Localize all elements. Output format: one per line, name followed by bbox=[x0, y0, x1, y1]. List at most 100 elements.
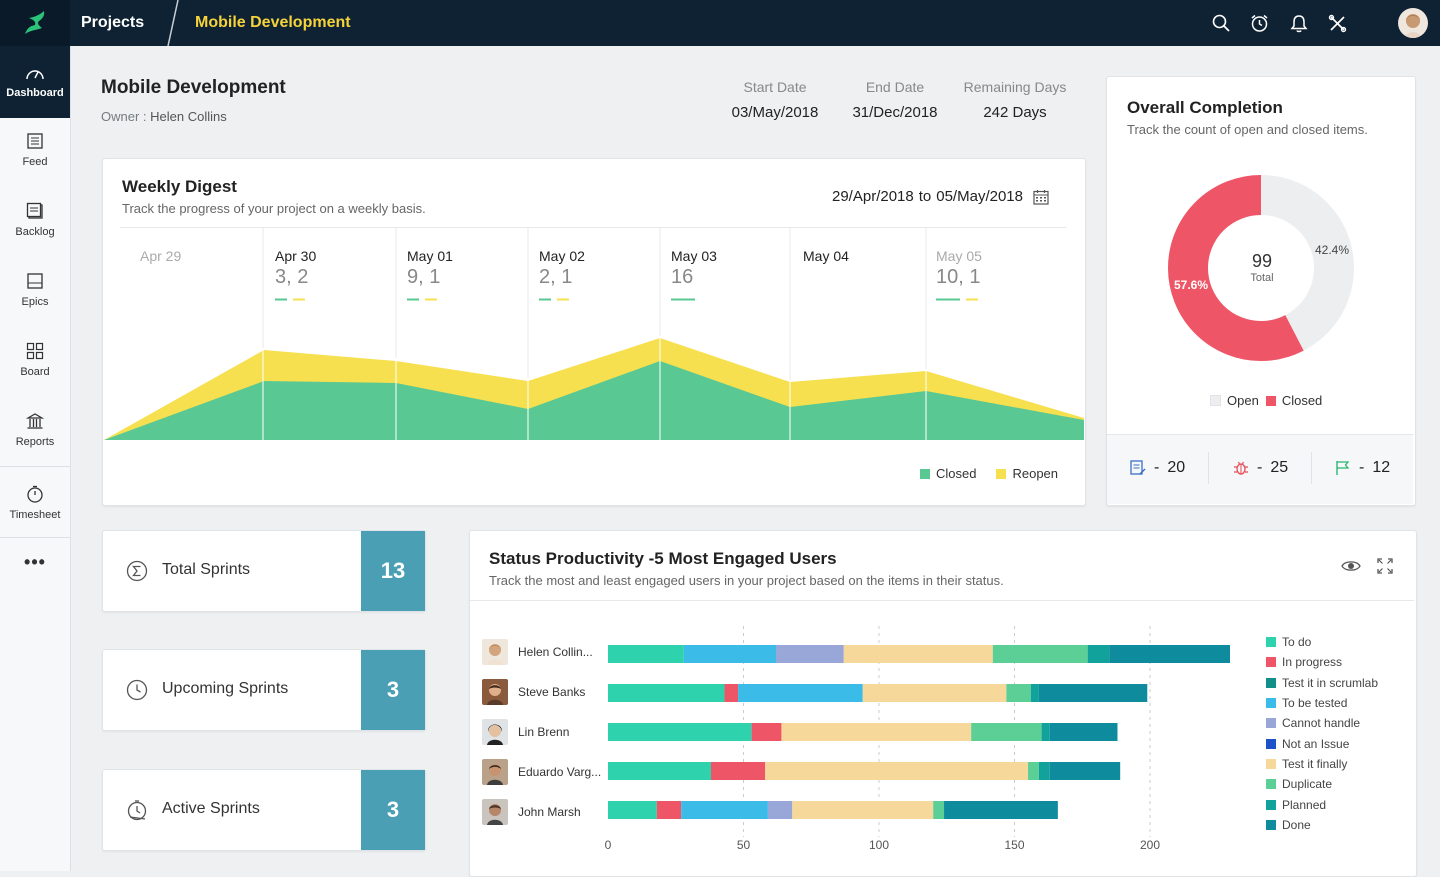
sprint-count: 3 bbox=[361, 650, 425, 730]
current-project-title[interactable]: Mobile Development bbox=[195, 14, 351, 31]
dashboard-icon bbox=[26, 70, 44, 80]
bar-segment-planned[interactable] bbox=[1041, 723, 1050, 741]
remaining-days-value: 242 Days bbox=[983, 104, 1047, 121]
bar-segment-to-be-tested[interactable] bbox=[681, 801, 768, 819]
timer-icon[interactable] bbox=[1249, 13, 1270, 34]
legend-item-in-progress[interactable]: In progress bbox=[1266, 652, 1378, 672]
donut-closed-slice[interactable] bbox=[1168, 175, 1354, 361]
user-row-steve[interactable]: Steve Banks bbox=[482, 679, 585, 705]
bar-segment-in-progress[interactable] bbox=[656, 801, 682, 819]
legend-item-test-finally[interactable]: Test it finally bbox=[1266, 754, 1378, 774]
user-row-lin[interactable]: Lin Brenn bbox=[482, 719, 569, 745]
eye-icon[interactable] bbox=[1341, 559, 1361, 573]
day-may04[interactable]: May 04 bbox=[803, 248, 849, 264]
bar-segment-duplicate[interactable] bbox=[992, 645, 1088, 663]
bar-segment-planned[interactable] bbox=[1038, 762, 1050, 780]
bar-segment-test-it-finally[interactable] bbox=[781, 723, 972, 741]
legend-item-todo[interactable]: To do bbox=[1266, 632, 1378, 652]
tools-icon[interactable] bbox=[1327, 13, 1348, 34]
bar-segment-to-do[interactable] bbox=[608, 684, 725, 702]
project-owner: Owner : Helen Collins bbox=[101, 109, 227, 124]
day-may01[interactable]: May 01 9, 1 bbox=[407, 248, 453, 305]
bar-segment-planned[interactable] bbox=[1087, 645, 1110, 663]
stat-milestones[interactable]: - 12 bbox=[1335, 459, 1390, 477]
sidebar-item-dashboard[interactable]: Dashboard bbox=[0, 46, 70, 118]
upcoming-sprints-card[interactable]: Upcoming Sprints 3 bbox=[102, 649, 426, 731]
timesheet-icon bbox=[27, 485, 43, 503]
legend-swatch bbox=[1266, 779, 1276, 790]
more-menu-button[interactable]: ••• bbox=[24, 552, 46, 572]
expand-icon[interactable] bbox=[1377, 558, 1393, 574]
legend-swatch bbox=[1266, 758, 1276, 769]
bar-segment-to-be-tested[interactable] bbox=[683, 645, 777, 663]
bar-segment-done[interactable] bbox=[1049, 723, 1118, 741]
sidebar-item-label: Dashboard bbox=[6, 87, 64, 99]
day-may03[interactable]: May 03 16 bbox=[671, 248, 717, 305]
legend-item-not-an-issue[interactable]: Not an Issue bbox=[1266, 733, 1378, 753]
closed-percentage: 57.6% bbox=[1174, 278, 1209, 292]
bar-segment-to-do[interactable] bbox=[608, 762, 711, 780]
legend-item-planned[interactable]: Planned bbox=[1266, 794, 1378, 814]
bar-segment-in-progress[interactable] bbox=[710, 762, 766, 780]
app-logo[interactable] bbox=[0, 0, 70, 46]
bar-segment-to-be-tested[interactable] bbox=[738, 684, 863, 702]
bell-icon[interactable] bbox=[1288, 13, 1309, 34]
total-sprints-card[interactable]: Total Sprints 13 bbox=[102, 530, 426, 612]
bar-segment-done[interactable] bbox=[1049, 762, 1121, 780]
stat-bugs[interactable]: - 25 bbox=[1233, 459, 1288, 477]
weekly-digest-card bbox=[102, 158, 1086, 506]
bar-segment-done[interactable] bbox=[1038, 684, 1148, 702]
legend-item-test-in-scrumlab[interactable]: Test it in scrumlab bbox=[1266, 673, 1378, 693]
completion-donut bbox=[1168, 175, 1354, 361]
bar-segment-duplicate[interactable] bbox=[1006, 684, 1031, 702]
legend-item-cannot-handle[interactable]: Cannot handle bbox=[1266, 713, 1378, 733]
range-to-word: to bbox=[918, 188, 932, 205]
sidebar-item-feed[interactable]: Feed bbox=[0, 132, 70, 168]
bar-segment-done[interactable] bbox=[1109, 645, 1230, 663]
user-avatar[interactable] bbox=[1398, 8, 1428, 38]
bar-segment-done[interactable] bbox=[944, 801, 1058, 819]
stat-stories[interactable]: - 20 bbox=[1130, 459, 1185, 477]
day-may02[interactable]: May 02 2, 1 bbox=[539, 248, 585, 305]
bar-segment-cannot-handle[interactable] bbox=[776, 645, 844, 663]
bar-segment-in-progress[interactable] bbox=[751, 723, 782, 741]
owner-name[interactable]: Helen Collins bbox=[150, 109, 227, 124]
bar-segment-test-it-finally[interactable] bbox=[765, 762, 1029, 780]
day-apr30[interactable]: Apr 30 3, 2 bbox=[275, 248, 316, 305]
bar-segment-test-it-finally[interactable] bbox=[792, 801, 934, 819]
legend-item-duplicate[interactable]: Duplicate bbox=[1266, 774, 1378, 794]
sidebar-item-backlog[interactable]: Backlog bbox=[0, 202, 70, 238]
bar-segment-to-do[interactable] bbox=[608, 645, 684, 663]
projects-link[interactable]: Projects bbox=[81, 14, 145, 31]
bar-segment-to-do[interactable] bbox=[608, 801, 657, 819]
sidebar-item-timesheet[interactable]: Timesheet bbox=[0, 485, 70, 521]
sidebar-item-epics[interactable]: Epics bbox=[0, 272, 70, 308]
productivity-divider bbox=[470, 600, 1414, 601]
day-apr29[interactable]: Apr 29 bbox=[140, 248, 181, 264]
bar-segment-cannot-handle[interactable] bbox=[767, 801, 793, 819]
search-icon[interactable] bbox=[1210, 13, 1231, 34]
sidebar-item-reports[interactable]: Reports bbox=[0, 412, 70, 448]
legend-item-done[interactable]: Done bbox=[1266, 815, 1378, 835]
bar-segment-duplicate[interactable] bbox=[971, 723, 1042, 741]
date-range-picker[interactable]: 29/Apr/2018 to 05/May/2018 bbox=[832, 188, 1049, 205]
user-row-helen[interactable]: Helen Collin... bbox=[482, 639, 593, 665]
sidebar-divider bbox=[0, 537, 70, 538]
sidebar-item-label: Reports bbox=[15, 436, 55, 448]
user-row-eduardo[interactable]: Eduardo Varg... bbox=[482, 759, 601, 785]
user-row-john[interactable]: John Marsh bbox=[482, 799, 581, 825]
bar-segment-to-do[interactable] bbox=[608, 723, 752, 741]
logo-icon bbox=[25, 11, 45, 34]
bar-segment-test-it-finally[interactable] bbox=[862, 684, 1007, 702]
bar-segment-duplicate[interactable] bbox=[933, 801, 945, 819]
bar-segment-test-it-finally[interactable] bbox=[843, 645, 993, 663]
active-sprints-card[interactable]: Active Sprints 3 bbox=[102, 769, 426, 851]
bar-segment-planned[interactable] bbox=[1030, 684, 1039, 702]
legend-item-to-be-tested[interactable]: To be tested bbox=[1266, 693, 1378, 713]
user-name: Helen Collin... bbox=[518, 645, 593, 659]
calendar-icon[interactable] bbox=[1033, 189, 1049, 205]
sidebar-item-board[interactable]: Board bbox=[0, 342, 70, 378]
bar-segment-duplicate[interactable] bbox=[1028, 762, 1039, 780]
day-may05[interactable]: May 05 10, 1 bbox=[936, 248, 986, 305]
bar-segment-in-progress[interactable] bbox=[724, 684, 739, 702]
